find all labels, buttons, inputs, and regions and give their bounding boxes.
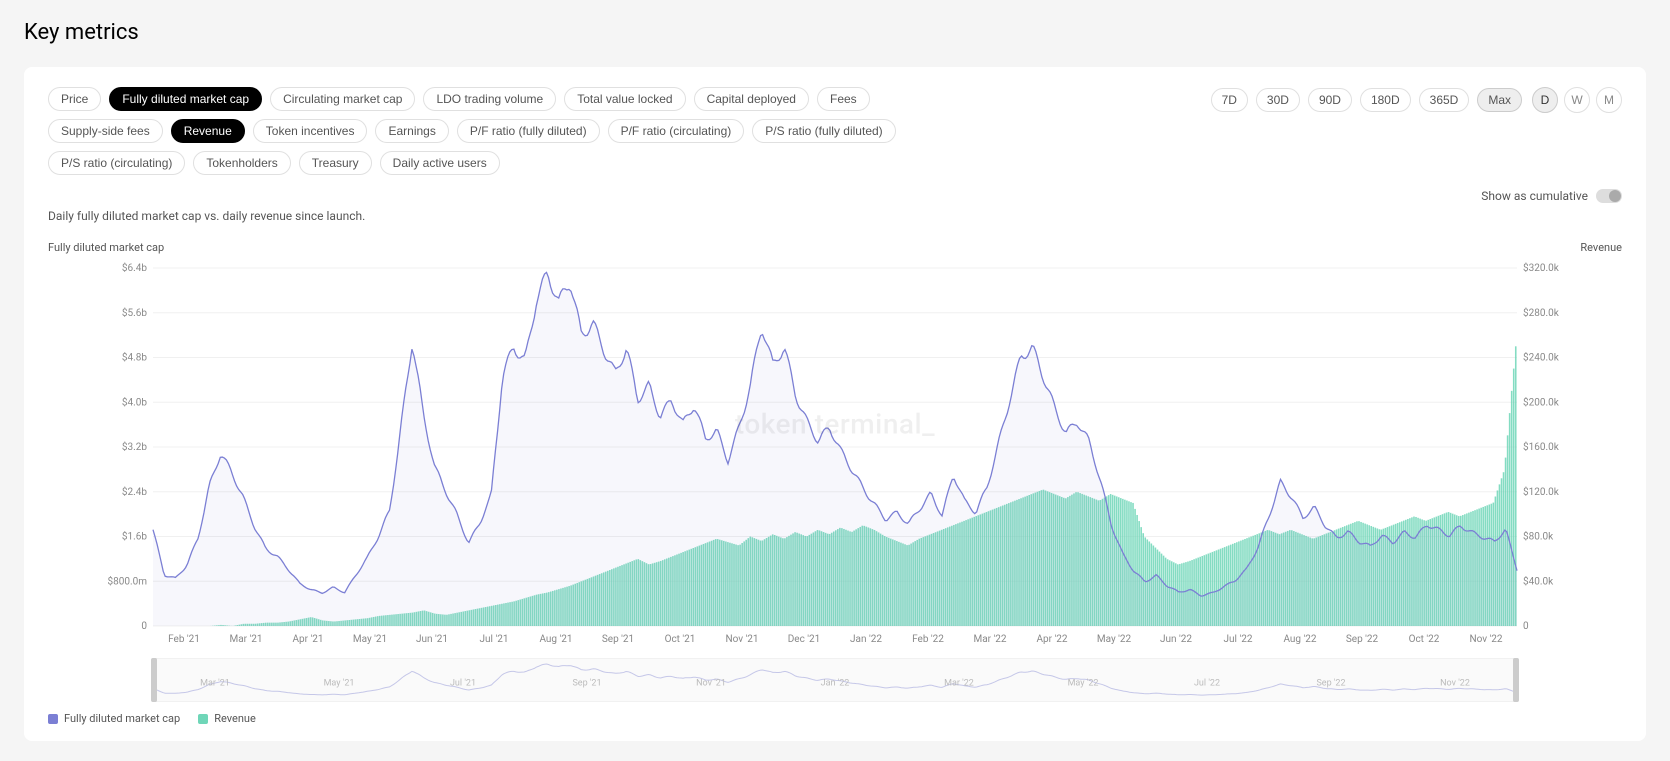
cumulative-label: Show as cumulative [1481,189,1588,203]
time-controls: 7D 30D 90D 180D 365D Max DWM [1211,87,1622,113]
metrics-card: Price Fully diluted market cap Circulating… [24,67,1646,741]
svg-text:Sep '21: Sep '21 [572,678,601,688]
svg-text:Sep '22: Sep '22 [1346,634,1379,645]
svg-text:Sep '21: Sep '21 [602,634,634,645]
time-range-button[interactable]: 180D [1360,88,1411,112]
svg-text:Nov '21: Nov '21 [725,634,758,645]
svg-text:Aug '21: Aug '21 [539,634,572,645]
legend-label: Fully diluted market cap [64,712,180,725]
svg-text:$160.0k: $160.0k [1523,440,1560,453]
svg-text:Nov '21: Nov '21 [696,678,726,688]
svg-text:Jan '22: Jan '22 [821,678,850,688]
metric-pill[interactable]: Total value locked [564,87,685,111]
svg-text:Feb '21: Feb '21 [168,634,200,645]
svg-text:$3.2b: $3.2b [122,440,147,453]
interval-button[interactable]: M [1596,87,1622,113]
svg-text:Nov '22: Nov '22 [1440,678,1470,688]
svg-text:$120.0k: $120.0k [1523,485,1560,498]
svg-text:Feb '22: Feb '22 [912,634,944,645]
time-range-button[interactable]: 30D [1256,88,1300,112]
svg-text:Apr '22: Apr '22 [1037,634,1068,645]
metric-pill[interactable]: Supply-side fees [48,119,163,143]
metric-pill[interactable]: Fully diluted market cap [109,87,262,111]
metric-pill[interactable]: Circulating market cap [270,87,415,111]
svg-text:$4.0b: $4.0b [122,395,147,408]
svg-text:$240.0k: $240.0k [1523,351,1560,364]
svg-text:Sep '22: Sep '22 [1316,678,1345,688]
svg-text:$4.8b: $4.8b [122,351,147,364]
legend-item: Fully diluted market cap [48,712,180,725]
svg-text:$320.0k: $320.0k [1523,261,1560,274]
metric-pill[interactable]: P/F ratio (circulating) [608,119,745,143]
metric-pill[interactable]: LDO trading volume [423,87,556,111]
svg-text:Oct '21: Oct '21 [665,634,696,645]
svg-text:$40.0k: $40.0k [1523,574,1554,587]
metric-pill[interactable]: Fees [817,87,870,111]
svg-text:Jul '22: Jul '22 [1194,678,1220,688]
legend-swatch [48,714,58,724]
brush-chart[interactable]: Mar '21 May '21 Jul '21 Sep '21 Nov '21 Jan '… [48,658,1622,702]
svg-text:0: 0 [1523,621,1529,632]
svg-text:Nov '22: Nov '22 [1469,634,1502,645]
metric-pill[interactable]: Earnings [375,119,448,143]
svg-text:$5.6b: $5.6b [122,306,147,319]
svg-text:Oct '22: Oct '22 [1409,634,1440,645]
svg-text:$2.4b: $2.4b [122,485,147,498]
metric-pill[interactable]: Daily active users [380,151,500,175]
svg-text:Jul '21: Jul '21 [450,678,476,688]
interval-button[interactable]: W [1564,87,1590,113]
legend-swatch [198,714,208,724]
svg-text:Mar '21: Mar '21 [200,678,230,688]
legend-label: Revenue [214,712,256,725]
svg-text:Jun '22: Jun '22 [1160,634,1192,645]
svg-text:Jan '22: Jan '22 [850,634,882,645]
metric-pill[interactable]: P/S ratio (fully diluted) [752,119,895,143]
svg-text:Mar '21: Mar '21 [229,634,262,645]
svg-text:Jun '21: Jun '21 [416,634,448,645]
svg-text:0: 0 [141,621,147,632]
metric-pill[interactable]: Tokenholders [193,151,290,175]
svg-text:Mar '22: Mar '22 [944,678,974,688]
svg-text:Dec '21: Dec '21 [788,634,821,645]
metric-pill[interactable]: Revenue [171,119,245,143]
metric-pill[interactable]: P/S ratio (circulating) [48,151,185,175]
svg-text:Aug '22: Aug '22 [1283,634,1316,645]
left-axis-label: Fully diluted market cap [48,241,164,254]
interval-button[interactable]: D [1532,87,1558,113]
legend-item: Revenue [198,712,256,725]
page-title: Key metrics [24,20,1646,45]
svg-text:May '22: May '22 [1097,634,1132,645]
svg-text:$1.6b: $1.6b [122,530,147,543]
svg-text:May '21: May '21 [353,634,387,645]
interval-group: DWM [1532,87,1622,113]
svg-text:Mar '22: Mar '22 [973,634,1006,645]
svg-text:$80.0k: $80.0k [1523,530,1554,543]
metric-pill[interactable]: Capital deployed [694,87,809,111]
svg-text:May '22: May '22 [1068,678,1099,688]
svg-text:$200.0k: $200.0k [1523,395,1560,408]
time-range-button[interactable]: 90D [1308,88,1352,112]
legend: Fully diluted market cap Revenue [48,712,1622,725]
svg-text:May '21: May '21 [324,678,355,688]
cumulative-toggle[interactable] [1596,189,1622,203]
time-range-group: 7D 30D 90D 180D 365D Max [1211,88,1522,112]
main-chart[interactable]: token terminal_ 0$800.0m$1.6b$2.4b$3.2b$… [48,260,1622,650]
time-range-button[interactable]: Max [1477,88,1522,112]
metric-pill[interactable]: Token incentives [253,119,368,143]
time-range-button[interactable]: 365D [1419,88,1470,112]
metric-pill[interactable]: P/F ratio (fully diluted) [457,119,600,143]
time-range-button[interactable]: 7D [1211,88,1248,112]
svg-text:$6.4b: $6.4b [122,261,147,274]
metric-pill[interactable]: Treasury [299,151,372,175]
svg-text:$800.0m: $800.0m [107,574,147,587]
metric-pill[interactable]: Price [48,87,101,111]
metric-pill-group: Price Fully diluted market cap Circulating… [48,87,948,175]
svg-text:$280.0k: $280.0k [1523,306,1560,319]
svg-text:Apr '21: Apr '21 [293,634,324,645]
svg-text:Jul '21: Jul '21 [480,634,509,645]
svg-text:Jul '22: Jul '22 [1224,634,1253,645]
chart-subtitle: Daily fully diluted market cap vs. daily… [48,209,1622,223]
right-axis-label: Revenue [1580,241,1622,254]
